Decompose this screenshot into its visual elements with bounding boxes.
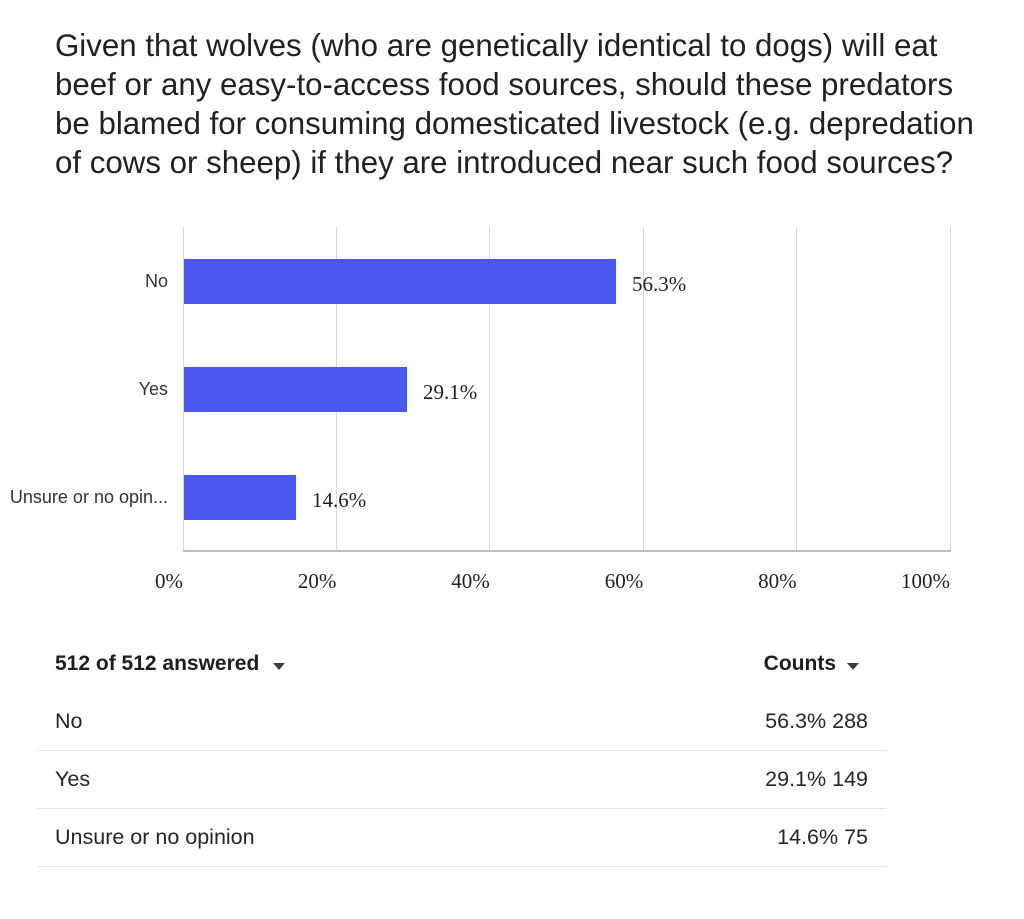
category-label: Yes — [138, 378, 168, 399]
x-axis-tick-label: 20% — [297, 568, 337, 593]
answer-count: 75 — [844, 825, 868, 849]
x-axis-tick-label: 60% — [604, 568, 644, 593]
x-axis-tick-label: 40% — [451, 568, 490, 593]
answer-count: 288 — [832, 709, 868, 733]
answer-count: 149 — [832, 767, 868, 791]
answer-percent: 14.6% — [777, 825, 839, 849]
answer-label: Unsure or no opinion — [55, 825, 255, 849]
x-axis-tick-label: 100% — [901, 568, 950, 593]
chart-gridline — [489, 227, 491, 551]
answer-percent: 56.3% — [765, 709, 827, 733]
bar-value-label: 56.3% — [632, 271, 687, 296]
counts-dropdown[interactable]: Counts — [764, 652, 859, 676]
x-axis-tick-label: 80% — [758, 568, 797, 593]
counts-label: Counts — [763, 652, 836, 675]
answer-value: 29.1% 149 — [765, 767, 868, 792]
category-label: Unsure or no opin... — [9, 486, 168, 507]
chart-gridline — [796, 227, 798, 551]
bar-value-label: 29.1% — [423, 379, 478, 404]
caret-down-icon — [847, 662, 859, 670]
chart-bar — [184, 258, 616, 304]
caret-down-icon — [273, 662, 286, 670]
answer-label: No — [55, 709, 83, 733]
question-title: Given that wolves (who are genetically i… — [55, 28, 974, 180]
results-table-header: 512 of 512 answered Counts — [37, 635, 886, 693]
chart-gridline — [949, 227, 951, 551]
answer-label: Yes — [55, 767, 91, 791]
answer-percent: 29.1% — [765, 767, 827, 791]
table-row: Unsure or no opinion 14.6% 75 — [37, 809, 886, 867]
category-label: No — [144, 270, 168, 291]
answered-count-label: 512 of 512 answered — [55, 652, 260, 675]
x-axis-line — [183, 550, 951, 552]
table-row: Yes 29.1% 149 — [37, 751, 886, 809]
answer-value: 14.6% 75 — [777, 825, 868, 850]
bar-value-label: 14.6% — [312, 487, 367, 512]
answer-value: 56.3% 288 — [765, 709, 868, 734]
answered-dropdown[interactable]: 512 of 512 answered — [55, 652, 286, 676]
chart-gridline — [182, 227, 184, 551]
chart-bar — [184, 474, 296, 520]
x-axis-tick-label: 0% — [155, 568, 183, 593]
chart-gridline — [642, 227, 644, 551]
table-row: No 56.3% 288 — [37, 693, 886, 751]
results-table-body: No 56.3% 288 Yes 29.1% 149 Unsure or no … — [37, 693, 886, 867]
results-table: 512 of 512 answered Counts No 56.3% 288 … — [37, 635, 886, 867]
chart-bar — [184, 366, 407, 412]
